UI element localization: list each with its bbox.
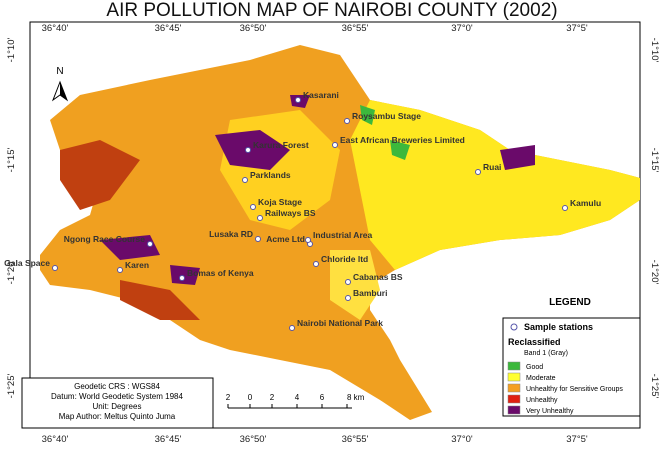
lat-label: -1°25'	[6, 374, 17, 399]
lon-label: 36°45'	[155, 434, 182, 445]
legend-title: LEGEND	[549, 297, 591, 308]
station-point	[345, 279, 351, 285]
station-label: Gala Space	[4, 258, 50, 268]
station-point	[242, 177, 248, 183]
legend-class: Good	[526, 364, 543, 371]
station-label: Roysambu Stage	[352, 111, 421, 121]
station-point	[147, 241, 153, 247]
legend-class: Unhealthy for Sensitive Groups	[526, 386, 623, 393]
scale-label: 8 km	[347, 393, 365, 402]
scale-label: 2	[270, 393, 275, 402]
lon-label: 37°0'	[451, 23, 473, 34]
station-point	[179, 275, 185, 281]
station-label: Ruai	[483, 162, 501, 172]
station-point	[255, 236, 261, 242]
legend-reclassified: Reclassified	[508, 337, 561, 347]
station-label: Bamburi	[353, 288, 387, 298]
station-label: Nairobi National Park	[297, 318, 383, 328]
station-point	[475, 169, 481, 175]
station-point	[295, 97, 301, 103]
station-label: Kasarani	[303, 90, 339, 100]
station-label: Cabanas BS	[353, 272, 403, 282]
lat-label: -1°20'	[649, 260, 660, 285]
station-label: Chloride ltd	[321, 254, 368, 264]
station-point	[332, 142, 338, 148]
scale-label: 4	[295, 393, 300, 402]
info-line: Datum: World Geodetic System 1984	[51, 392, 183, 401]
station-point	[52, 265, 58, 271]
lon-label: 37°0'	[451, 434, 473, 445]
station-label: Karura Forest	[253, 140, 309, 150]
legend-station-symbol	[510, 323, 518, 331]
station-label: Railways BS	[265, 208, 316, 218]
station-label: East African Breweries Limited	[340, 135, 465, 145]
station-label: Industrial Area	[313, 230, 372, 240]
legend-swatch	[507, 405, 521, 415]
station-point	[257, 215, 263, 221]
info-line: Unit: Degrees	[93, 402, 142, 411]
info-line: Geodetic CRS : WGS84	[74, 382, 160, 391]
lon-label: 36°50'	[240, 23, 267, 34]
legend-swatch	[507, 394, 521, 404]
station-label: Bomas of Kenya	[187, 268, 254, 278]
title: AIR POLLUTION MAP OF NAIROBI COUNTY (200…	[106, 0, 557, 21]
info-box	[21, 377, 214, 429]
lon-label: 36°40'	[42, 434, 69, 445]
scale-label: 2	[226, 393, 231, 402]
station-point	[562, 205, 568, 211]
station-point	[313, 261, 319, 267]
legend-band: Band 1 (Gray)	[524, 350, 568, 357]
station-point	[344, 118, 350, 124]
legend-swatch	[507, 361, 521, 371]
station-point	[117, 267, 123, 273]
lat-label: -1°15'	[649, 148, 660, 173]
legend-class: Unhealthy	[526, 397, 558, 404]
station-point	[305, 237, 311, 243]
scale-label: 0	[248, 393, 253, 402]
station-label: Acme Ltd	[266, 234, 305, 244]
station-point	[289, 325, 295, 331]
legend-swatch	[507, 372, 521, 382]
station-point	[345, 295, 351, 301]
lat-label: -1°20'	[6, 260, 17, 285]
lon-label: 36°55'	[342, 23, 369, 34]
lat-label: -1°25'	[649, 374, 660, 399]
scale-label: 6	[320, 393, 325, 402]
lat-label: -1°15'	[6, 148, 17, 173]
lon-label: 37°5'	[566, 23, 588, 34]
lon-label: 36°40'	[42, 23, 69, 34]
info-line: Map Author: Meltus Quinto Juma	[59, 412, 176, 421]
lon-label: 36°55'	[342, 434, 369, 445]
north-label: N	[56, 66, 63, 77]
legend-box	[502, 317, 641, 417]
lat-label: -1°10'	[6, 38, 17, 63]
legend-class: Very Unhealthy	[526, 408, 574, 415]
lon-label: 36°45'	[155, 23, 182, 34]
station-label: Lusaka RD	[209, 229, 253, 239]
station-label: Parklands	[250, 170, 291, 180]
north-arrow: N	[51, 66, 69, 102]
legend-stations: Sample stations	[524, 322, 593, 332]
lat-label: -1°10'	[649, 38, 660, 63]
station-label: Koja Stage	[258, 197, 302, 207]
station-label: Ngong Race Course	[64, 234, 146, 244]
lon-label: 37°5'	[566, 434, 588, 445]
legend-class: Moderate	[526, 375, 556, 382]
station-point	[245, 147, 251, 153]
station-label: Karen	[125, 260, 149, 270]
station-label: Kamulu	[570, 198, 601, 208]
lon-label: 36°50'	[240, 434, 267, 445]
station-point	[250, 204, 256, 210]
county-raster	[40, 45, 640, 420]
legend-swatch	[507, 383, 521, 393]
